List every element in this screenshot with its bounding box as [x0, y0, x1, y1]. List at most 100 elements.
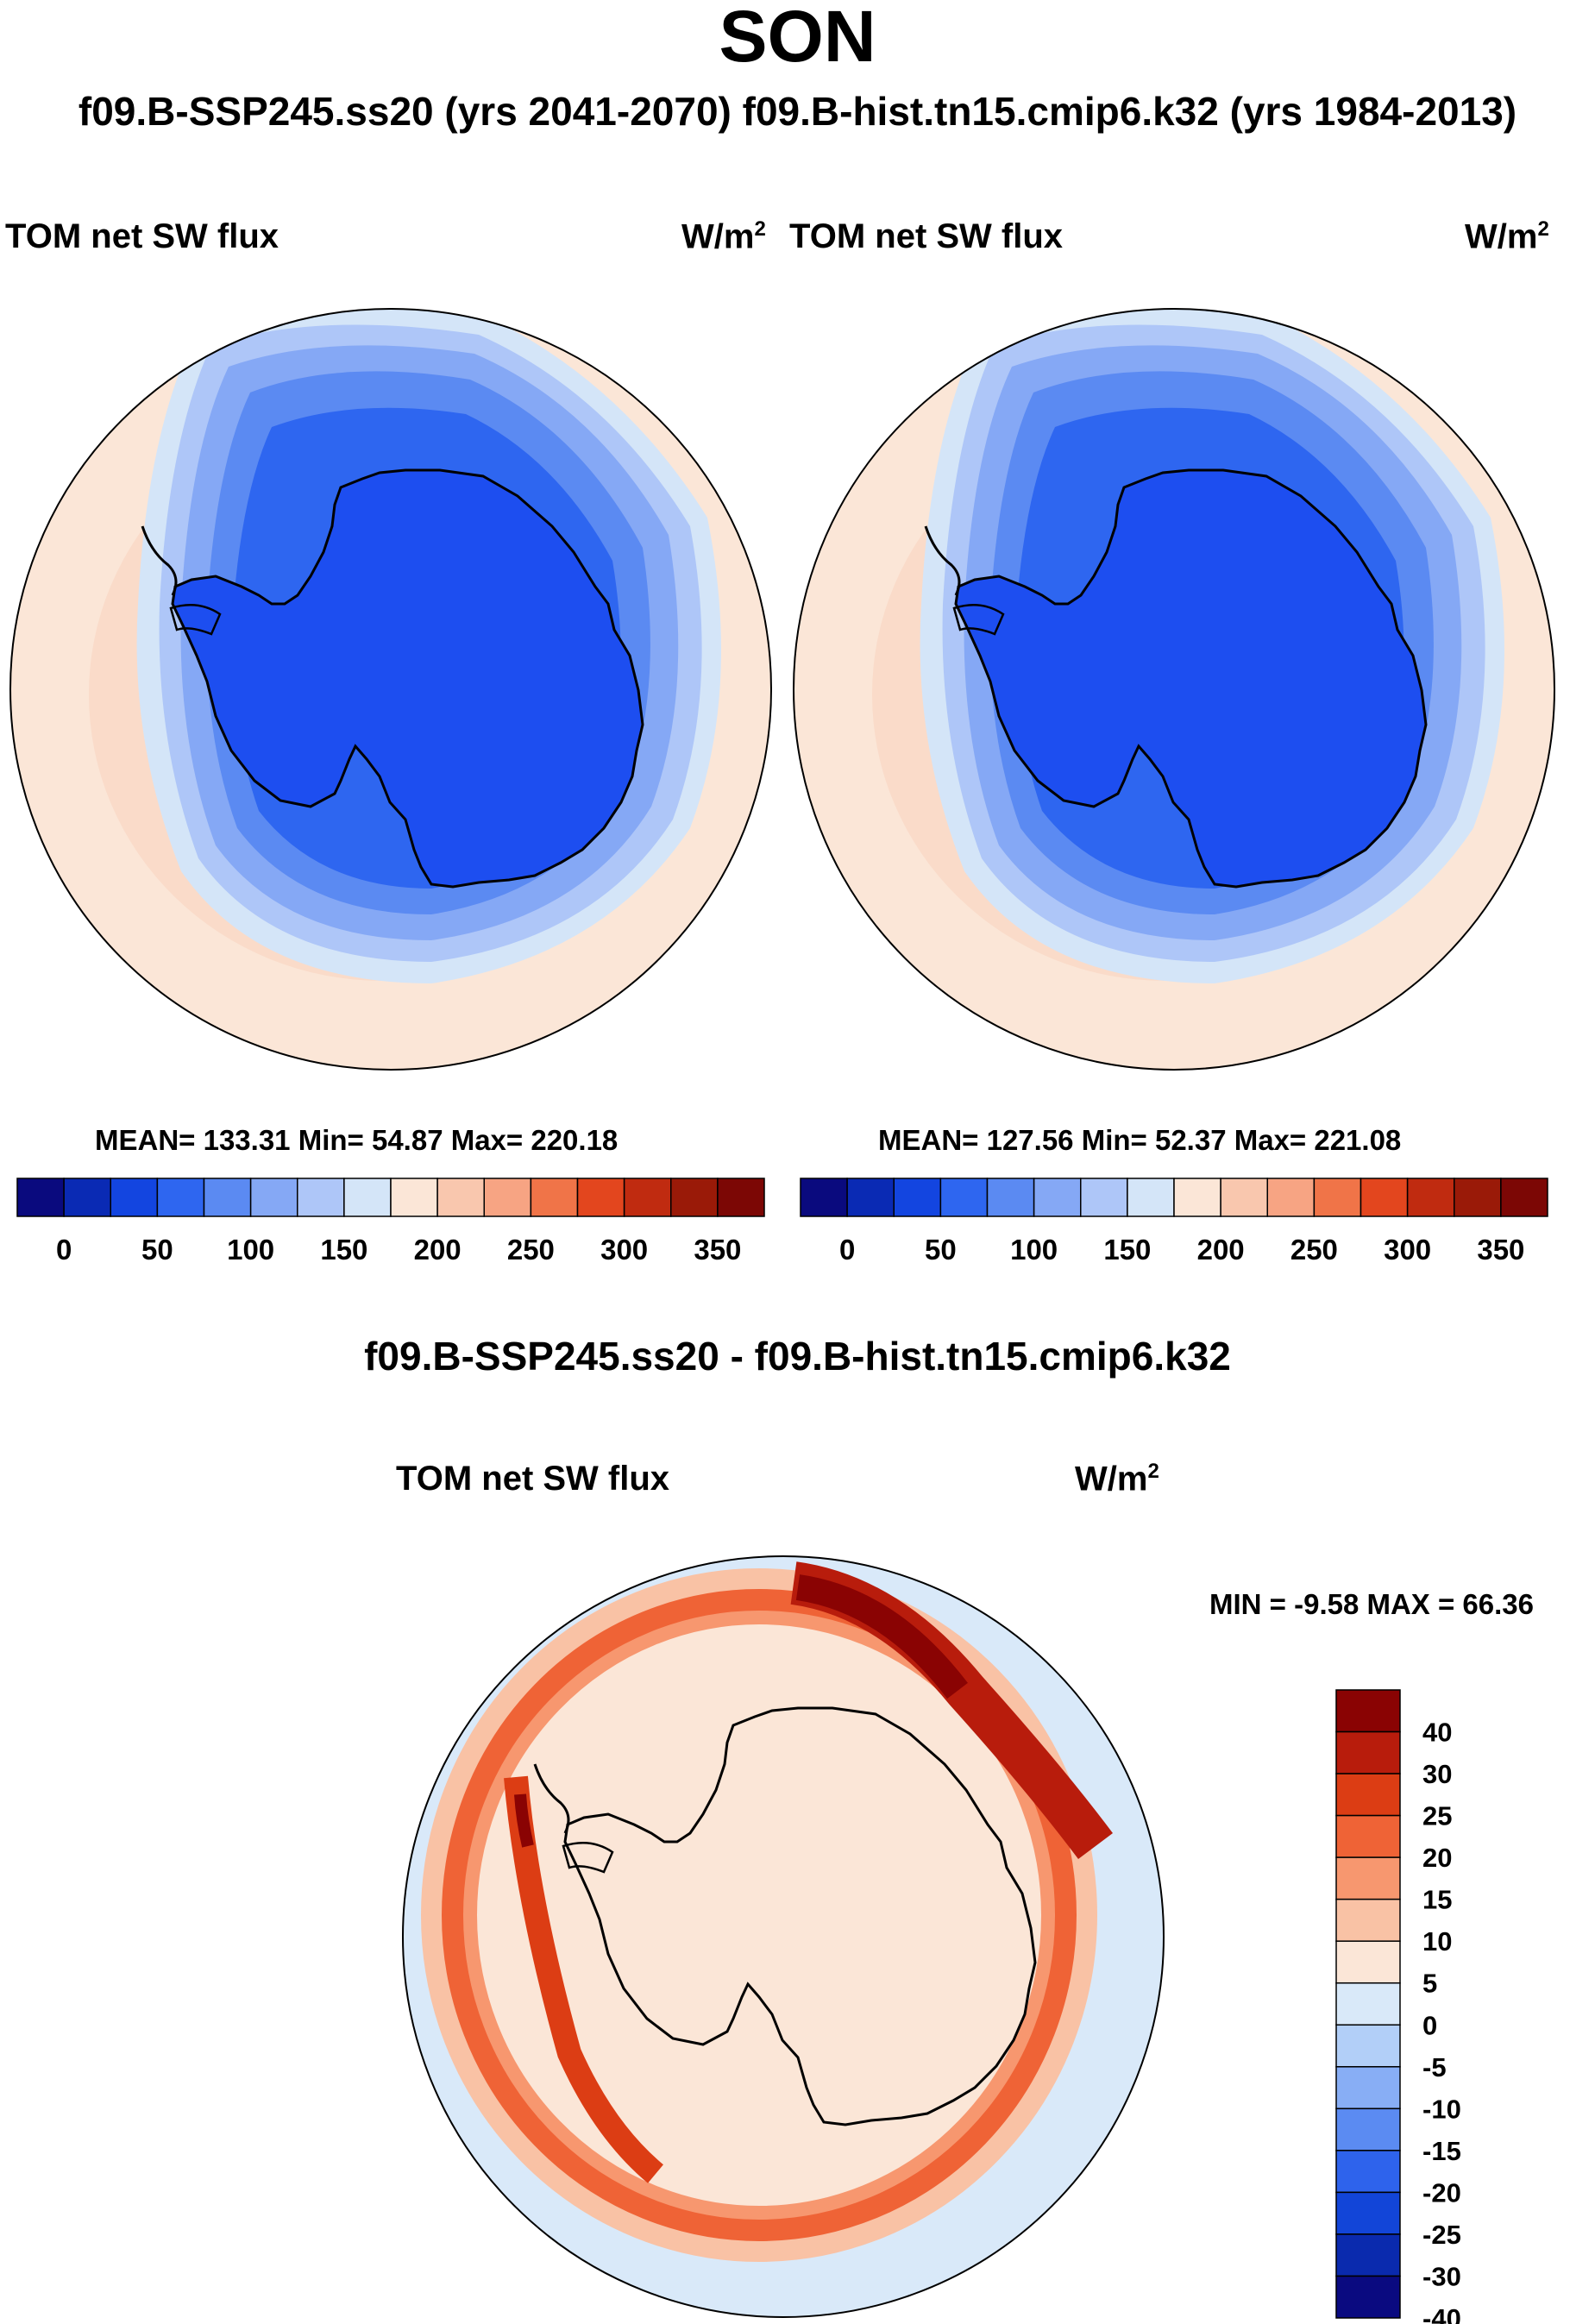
colorbar-swatch	[483, 1178, 532, 1217]
colorbar-tick-label: 10	[1422, 1926, 1452, 1957]
colorbar-swatch	[576, 1178, 625, 1217]
colorbar-swatch	[1335, 1940, 1401, 1984]
colorbar-swatch	[203, 1178, 252, 1217]
right-panel-stats: MEAN= 127.56 Min= 52.37 Max= 221.08	[878, 1124, 1402, 1156]
antarctica-field	[171, 468, 644, 889]
colorbar-tick-label: 350	[1477, 1234, 1524, 1266]
colorbar-tick-label: -5	[1422, 2052, 1447, 2082]
colorbar-swatch	[1313, 1178, 1362, 1217]
map-border	[9, 308, 772, 1071]
colorbar-swatch	[1220, 1178, 1268, 1217]
colorbar-tick-label: 100	[1010, 1234, 1058, 1266]
colorbar-tick-label: 150	[320, 1234, 367, 1266]
colorbar-swatch	[249, 1178, 298, 1217]
figure-subtitle: f09.B-SSP245.ss20 (yrs 2041-2070) f09.B-…	[78, 89, 1517, 134]
diff-panel-units: W/m2	[1075, 1460, 1159, 1498]
colorbar-tick-label: 200	[414, 1234, 462, 1266]
colorbar-swatch	[63, 1178, 111, 1217]
colorbar-swatch	[1454, 1178, 1502, 1217]
colorbar-swatch	[893, 1178, 942, 1217]
colorbar-swatch	[800, 1178, 848, 1217]
colorbar-left: 0 50 100 150 200 250 300 350	[16, 1178, 765, 1266]
colorbar-tick-label: 0	[56, 1234, 72, 1266]
diff-panel-stats: MIN = -9.58 MAX = 66.36	[1209, 1588, 1535, 1620]
colorbar-swatch	[530, 1178, 579, 1217]
colorbar-tick-label: -20	[1422, 2177, 1461, 2208]
colorbar-swatch	[1335, 2191, 1401, 2235]
colorbar-swatch	[1173, 1178, 1221, 1217]
right-panel-variable: TOM net SW flux	[789, 217, 1064, 255]
colorbar-tick-label: 5	[1422, 1969, 1437, 1999]
colorbar-swatch	[16, 1178, 65, 1217]
colorbar-tick-label: -40	[1422, 2303, 1461, 2324]
colorbar-swatch	[1335, 1856, 1401, 1900]
colorbar-swatch	[1335, 2066, 1401, 2110]
colorbar-swatch	[390, 1178, 438, 1217]
right-polar-map	[793, 308, 1555, 1071]
difference-title: f09.B-SSP245.ss20 - f09.B-hist.tn15.cmip…	[364, 1334, 1231, 1379]
colorbar-swatch	[1335, 1898, 1401, 1942]
colorbar-tick-label: 15	[1422, 1885, 1452, 1915]
figure-title: SON	[719, 0, 876, 77]
colorbar-tick-label: 0	[839, 1234, 855, 1266]
colorbar-tick-label: 50	[141, 1234, 173, 1266]
map-border	[402, 1555, 1165, 2318]
colorbar-swatch	[1033, 1178, 1082, 1217]
colorbar-tick-label: 300	[600, 1234, 648, 1266]
colorbar-tick-label: -15	[1422, 2136, 1461, 2166]
colorbar-swatch	[1335, 1730, 1401, 1774]
colorbar-swatch	[1335, 1982, 1401, 2026]
colorbar-swatch	[1335, 1689, 1401, 1733]
colorbar-right: 0 50 100 150 200 250 300 350	[800, 1178, 1548, 1266]
left-panel-stats: MEAN= 133.31 Min= 54.87 Max= 220.18	[95, 1124, 619, 1156]
colorbar-swatch	[1500, 1178, 1548, 1217]
colorbar-difference: 40 30 25 20 15 10 5 0 -5 -10 -15 -20 -25 -30 -40	[1335, 1689, 1461, 2324]
left-polar-map	[9, 308, 772, 1071]
right-panel-units: W/m2	[1465, 217, 1549, 256]
colorbar-tick-label: 50	[925, 1234, 957, 1266]
colorbar-tick-label: 300	[1384, 1234, 1431, 1266]
colorbar-swatch	[436, 1178, 485, 1217]
antarctica-field	[954, 468, 1428, 889]
colorbar-swatch	[1335, 2150, 1401, 2194]
colorbar-tick-label: 200	[1197, 1234, 1245, 1266]
colorbar-swatch	[110, 1178, 159, 1217]
colorbar-tick-label: -10	[1422, 2094, 1461, 2124]
colorbar-tick-label: 25	[1422, 1801, 1452, 1831]
left-panel-units: W/m2	[681, 217, 766, 256]
colorbar-swatch	[939, 1178, 989, 1217]
antarctica-field	[563, 1706, 1037, 2126]
colorbar-swatch	[1335, 1773, 1401, 1817]
left-panel-variable: TOM net SW flux	[5, 217, 279, 255]
diff-panel-variable: TOM net SW flux	[396, 1460, 670, 1498]
colorbar-tick-label: 100	[227, 1234, 274, 1266]
colorbar-tick-label: 250	[507, 1234, 555, 1266]
colorbar-swatch	[1127, 1178, 1175, 1217]
colorbar-swatch	[846, 1178, 895, 1217]
colorbar-swatch	[1266, 1178, 1316, 1217]
colorbar-tick-label: 0	[1422, 2010, 1437, 2040]
colorbar-swatch	[1335, 2275, 1401, 2319]
colorbar-tick-label: 20	[1422, 1843, 1452, 1873]
colorbar-swatch	[623, 1178, 672, 1217]
difference-polar-map	[402, 1555, 1165, 2318]
colorbar-swatch	[986, 1178, 1035, 1217]
colorbar-tick-label: 150	[1103, 1234, 1151, 1266]
colorbar-swatch	[717, 1178, 765, 1217]
colorbar-tick-label: 30	[1422, 1759, 1452, 1789]
colorbar-tick-label: 40	[1422, 1718, 1452, 1748]
colorbar-swatch	[297, 1178, 345, 1217]
colorbar-swatch	[1335, 2024, 1401, 2068]
colorbar-swatch	[1406, 1178, 1455, 1217]
colorbar-tick-label: 350	[694, 1234, 741, 1266]
colorbar-swatch	[156, 1178, 205, 1217]
map-border	[793, 308, 1555, 1071]
colorbar-swatch	[1360, 1178, 1409, 1217]
colorbar-swatch	[670, 1178, 719, 1217]
colorbar-tick-label: -30	[1422, 2261, 1461, 2291]
colorbar-swatch	[1335, 2233, 1401, 2277]
colorbar-swatch	[1080, 1178, 1128, 1217]
colorbar-swatch	[1335, 1814, 1401, 1858]
colorbar-tick-label: -25	[1422, 2220, 1461, 2250]
